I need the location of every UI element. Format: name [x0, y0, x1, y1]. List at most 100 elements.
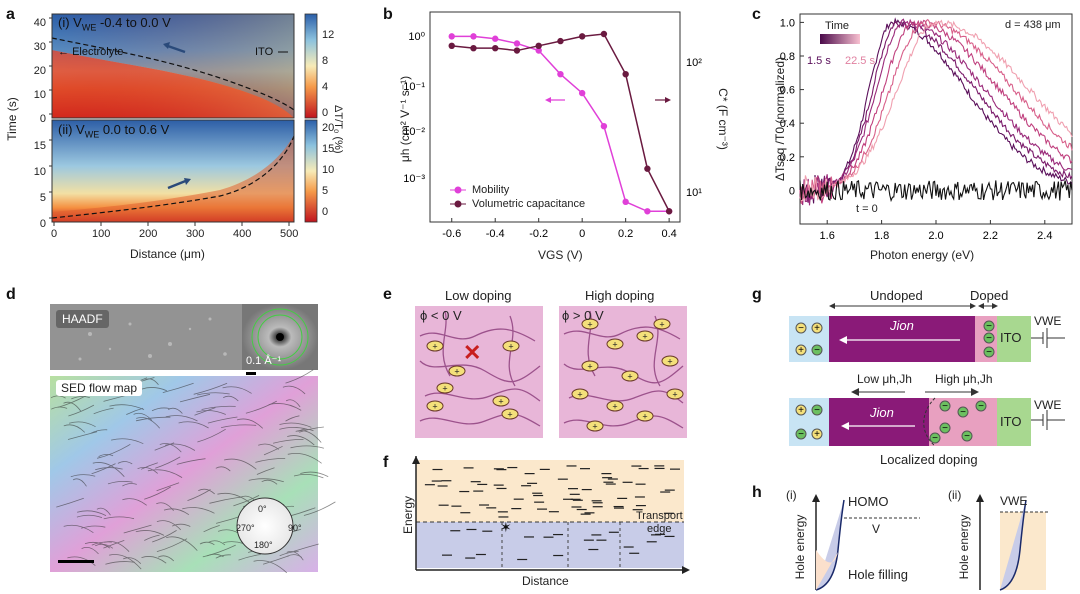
svg-text:−: − — [814, 405, 820, 416]
flow-line — [93, 407, 114, 415]
c-xtick-label: 2.0 — [928, 230, 943, 242]
c-series-line-2 — [799, 18, 1073, 206]
b-series-point-0 — [600, 122, 608, 130]
flow-line — [144, 378, 159, 385]
flow-line — [81, 525, 106, 529]
flow-line — [263, 445, 283, 456]
carrier-plus: + — [432, 402, 437, 412]
svg-text:−: − — [978, 401, 984, 412]
flow-line — [282, 385, 306, 395]
flow-line — [151, 407, 170, 412]
panel-a-ylabel: Time (s) — [5, 97, 19, 141]
panel-c-time-label: Time — [825, 20, 850, 32]
b-ytick-0: 10⁰ — [408, 31, 425, 43]
panel-d-figure — [50, 304, 336, 574]
flow-line — [117, 461, 133, 465]
svg-text:−: − — [986, 333, 992, 344]
flow-line — [156, 482, 180, 492]
panel-h-i: (i) — [786, 488, 797, 502]
g-ito-bottom: ITO — [1000, 414, 1022, 429]
flow-line — [201, 405, 236, 410]
b-series-point-1 — [448, 42, 455, 50]
flow-line — [215, 466, 231, 472]
panel-a-top-yticks: 40 30 20 10 0 — [33, 17, 46, 125]
panel-e-phi-high: ϕ > 0 V — [562, 308, 604, 323]
b-series-point-1 — [492, 44, 499, 52]
flow-line — [141, 387, 167, 392]
carrier — [636, 410, 654, 422]
flow-line — [279, 551, 299, 557]
flow-line — [197, 428, 226, 443]
angle-0: 0° — [258, 504, 267, 514]
panel-g-label: g — [752, 286, 762, 303]
panel-a-cbar-top-ticks: 12 8 4 0 — [322, 29, 335, 119]
flow-line — [63, 524, 94, 534]
carrier-plus: + — [642, 412, 647, 422]
flow-line — [303, 501, 336, 516]
flow-line — [141, 556, 167, 564]
b-series-point-1 — [557, 37, 564, 45]
flow-line — [187, 489, 211, 501]
c-series-line-1 — [799, 20, 1073, 204]
panel-h-hole-energy-i: Hole energy — [793, 514, 807, 580]
electrolyte-top — [789, 316, 829, 362]
flow-line — [285, 415, 300, 422]
flow-line — [137, 467, 158, 474]
flow-line — [152, 530, 177, 543]
c-series-line-0 — [799, 17, 1073, 204]
flow-line — [76, 510, 107, 516]
g-localized: Localized doping — [880, 452, 978, 467]
c-ytick-label: 0.4 — [780, 118, 795, 130]
panel-a-label: a — [6, 6, 15, 23]
flow-line — [51, 406, 68, 410]
b-series-point-1 — [665, 208, 673, 215]
flow-line — [196, 410, 226, 415]
flow-line — [123, 524, 152, 534]
b-ytick-3: 10⁻³ — [403, 173, 425, 185]
flow-line — [67, 431, 98, 440]
b-series-point-0 — [470, 33, 477, 40]
arrow-right-bottom — [167, 178, 189, 190]
panel-b-ylabel: μh (cm² V⁻¹ s⁻¹) — [398, 75, 412, 163]
flow-line — [256, 467, 275, 475]
flow-line — [111, 438, 144, 445]
boundary-line-bottom — [51, 135, 295, 219]
b-ytick-2: 10⁻² — [403, 126, 425, 138]
panel-a-ito: ITO — [255, 46, 274, 58]
svg-text:−: − — [986, 321, 992, 332]
carrier-plus: + — [612, 340, 617, 350]
flow-line — [193, 382, 228, 395]
b-xtick-label: -0.2 — [529, 228, 548, 240]
panel-e-phi-low: ϕ < 0 V — [420, 308, 462, 323]
flow-line — [109, 404, 145, 410]
polymer-bottom — [829, 398, 929, 446]
g-high-mu: High μh,Jh — [935, 372, 993, 386]
flow-line — [223, 395, 239, 402]
svg-text:−: − — [942, 423, 948, 434]
carrier-plus: + — [587, 320, 592, 330]
fft-scale-label: 0.1 Å⁻¹ — [246, 355, 282, 367]
flow-line — [286, 550, 304, 561]
panel-f-ylabel: Energy — [401, 495, 415, 535]
carrier — [501, 408, 519, 420]
legend-capacitance: Volumetric capacitance — [472, 198, 586, 210]
flow-line — [123, 557, 142, 564]
flow-line — [206, 553, 224, 558]
carrier — [492, 395, 510, 407]
flow-line — [176, 458, 206, 465]
flow-line — [144, 486, 172, 500]
flow-line — [258, 443, 279, 450]
flow-line — [156, 502, 174, 511]
b-series-point-1 — [578, 33, 586, 40]
b-y2tick-1: 10¹ — [686, 187, 702, 199]
carrier — [426, 400, 444, 412]
b-series-point-1 — [535, 42, 542, 50]
carrier-plus: + — [587, 362, 592, 372]
flow-line — [56, 497, 84, 508]
flow-line — [70, 474, 96, 478]
panel-a-cbar-bottom-ticks: 20 15 10 5 0 — [322, 122, 335, 218]
b-series-point-0 — [622, 198, 629, 206]
flow-line — [215, 554, 231, 559]
flow-line — [105, 561, 135, 565]
flow-line — [72, 478, 87, 487]
